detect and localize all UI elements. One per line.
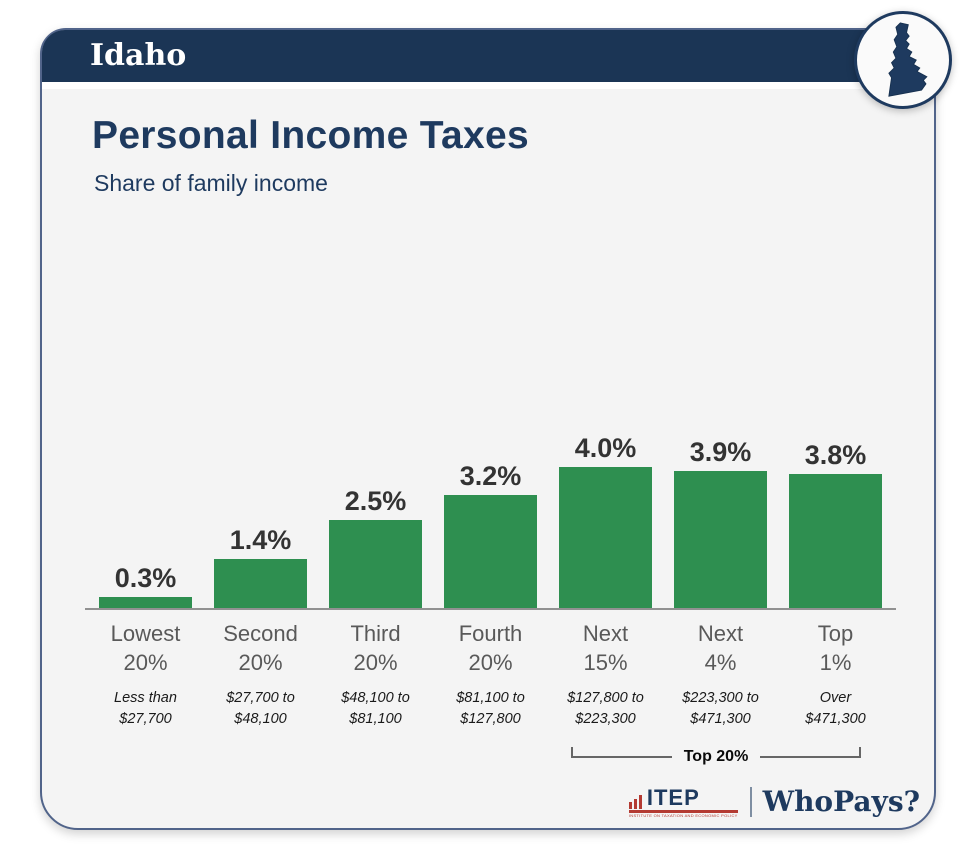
bar-value-label: 0.3%	[114, 563, 177, 593]
bar-top-1	[789, 474, 882, 608]
card-header: Idaho	[42, 30, 934, 89]
tier-label: Second 20%	[223, 621, 298, 675]
bar-column-next-15: 4.0%	[548, 435, 663, 608]
tier-label: Third 20%	[350, 621, 401, 675]
state-report-card: Idaho Personal Income Taxes Share of fam…	[40, 11, 952, 830]
bar-next-4	[674, 471, 767, 608]
bar-column-third-20: 2.5%	[318, 488, 433, 608]
itep-caption: INSTITUTE ON TAXATION AND ECONOMIC POLIC…	[628, 813, 738, 818]
bar-column-fourth-20: 3.2%	[433, 463, 548, 608]
bar-value-label: 3.9%	[689, 437, 752, 467]
income-range-labels: Less than $27,700 $27,700 to $48,100 $48…	[88, 688, 893, 730]
bar-chart: 0.3% 1.4% 2.5% 3.2% 4.0% 3.9%	[85, 422, 896, 765]
page-subtitle: Share of family income	[94, 170, 328, 196]
state-badge	[854, 11, 952, 109]
income-range: $48,100 to $81,100	[341, 690, 410, 727]
top20-bracket: Top 20%	[571, 747, 862, 767]
bracket-label: Top 20%	[683, 748, 749, 765]
whopays-wordmark: WhoPays?	[762, 785, 920, 819]
bar-value-label: 4.0%	[574, 433, 637, 463]
bar-column-top-1: 3.8%	[778, 442, 893, 608]
tier-label: Next 4%	[697, 621, 744, 675]
bracket-line-right	[760, 747, 862, 758]
bracket-line-left	[571, 747, 672, 758]
x-axis-line	[85, 608, 896, 610]
bar-value-label: 2.5%	[344, 486, 407, 516]
income-range: Less than $27,700	[114, 690, 177, 727]
income-range: $81,100 to $127,800	[456, 690, 525, 727]
bar-next-15	[559, 467, 652, 608]
bar-fourth-20	[444, 495, 537, 608]
itep-logo: ITEP INSTITUTE ON TAXATION AND ECONOMIC …	[628, 784, 738, 819]
logo-divider	[749, 787, 752, 818]
x-axis-tier-labels: Lowest 20% Second 20% Third 20% Fourth 2…	[88, 619, 893, 677]
bar-column-next-4: 3.9%	[663, 439, 778, 608]
bar-column-second-20: 1.4%	[203, 527, 318, 608]
tier-label: Top 1%	[817, 621, 854, 675]
bar-lowest-20	[99, 597, 192, 608]
income-range: Over $471,300	[805, 690, 866, 727]
bar-column-lowest-20: 0.3%	[88, 565, 203, 608]
bar-third-20	[329, 520, 422, 608]
bars-row: 0.3% 1.4% 2.5% 3.2% 4.0% 3.9%	[88, 422, 893, 608]
income-range: $127,800 to $223,300	[567, 690, 644, 727]
itep-barchart-icon	[628, 794, 644, 809]
tier-label: Fourth 20%	[458, 621, 523, 675]
state-name: Idaho	[90, 38, 187, 73]
income-range: $223,300 to $471,300	[682, 690, 759, 727]
bar-value-label: 3.8%	[804, 440, 867, 470]
income-range: $27,700 to $48,100	[226, 690, 295, 727]
idaho-state-icon	[888, 22, 928, 97]
page-title: Personal Income Taxes	[92, 114, 529, 157]
bar-second-20	[214, 559, 307, 608]
bar-value-label: 3.2%	[459, 461, 522, 491]
tier-label: Next 15%	[582, 621, 629, 675]
bar-value-label: 1.4%	[229, 525, 292, 555]
footer-logos: ITEP INSTITUTE ON TAXATION AND ECONOMIC …	[628, 784, 920, 819]
tier-label: Lowest 20%	[110, 621, 181, 675]
itep-wordmark: ITEP	[646, 784, 700, 810]
